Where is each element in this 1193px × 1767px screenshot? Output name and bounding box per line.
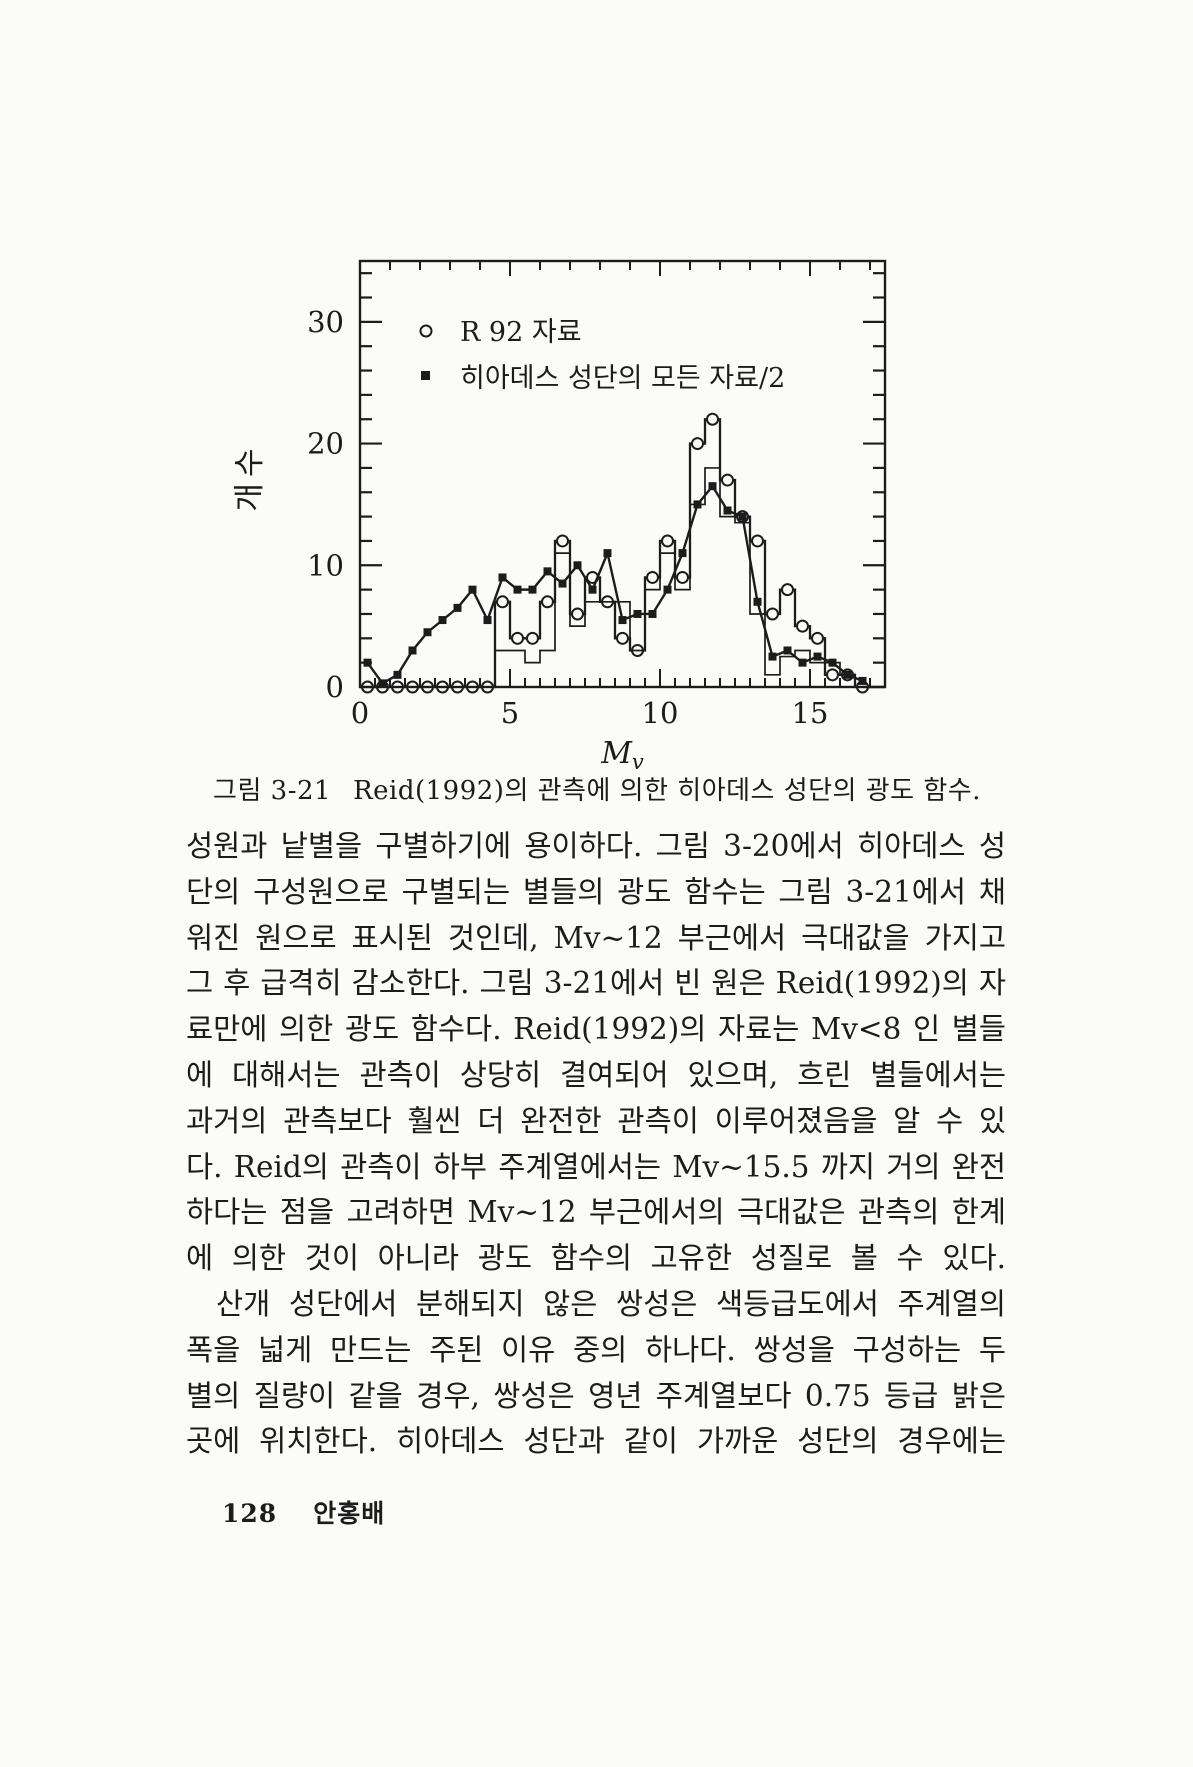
legend-label-r92: R 92 자료 xyxy=(460,317,582,348)
open-circle-marker xyxy=(526,631,539,645)
open-circle-marker xyxy=(811,631,824,645)
y-tick-label: 20 xyxy=(307,427,344,461)
open-circle-marker xyxy=(571,607,584,621)
page-footer: 128 안홍배 xyxy=(222,1494,385,1530)
filled-square-marker xyxy=(768,652,777,661)
open-circle-marker xyxy=(766,607,779,621)
y-axis-label: 개수 xyxy=(232,442,268,511)
open-circle-marker xyxy=(661,534,674,548)
filled-square-marker xyxy=(558,579,567,588)
body-line: 다. Reid의 관측이 하부 주계열에서는 Mv~15.5 까지 거의 완전 xyxy=(186,1149,1006,1184)
open-circle-marker xyxy=(646,570,659,584)
body-line: 그 후 급격히 감소한다. 그림 3-21에서 빈 원은 Reid(1992)의… xyxy=(186,966,1006,1001)
filled-square-marker xyxy=(543,567,552,576)
body-line: 단의 구성원으로 구별되는 별들의 광도 함수는 그림 3-21에서 채 xyxy=(186,874,1006,909)
filled-square-marker xyxy=(648,609,657,618)
filled-square-marker xyxy=(678,549,687,558)
open-circle-marker xyxy=(676,570,689,584)
filled-square-marker xyxy=(423,628,432,637)
x-tick-label: 10 xyxy=(642,696,679,730)
page-number: 128 xyxy=(222,1499,278,1528)
figure-caption-text: Reid(1992)의 관측에 의한 히아데스 성단의 광도 함수. xyxy=(353,776,981,806)
x-tick-label: 15 xyxy=(792,696,829,730)
open-circle-marker xyxy=(751,534,764,548)
legend-open-circle-marker xyxy=(419,324,433,338)
open-circle-marker xyxy=(721,473,734,487)
open-circle-marker xyxy=(691,437,704,451)
filled-square-marker xyxy=(498,573,507,582)
filled-square-marker xyxy=(393,670,402,679)
body-line: 에 대해서는 관측이 상당히 결여되어 있으며, 흐린 별들에서는 xyxy=(186,1057,1006,1092)
y-tick-label: 10 xyxy=(307,548,344,582)
axis-box xyxy=(358,259,887,689)
y-tick-label: 30 xyxy=(307,305,344,339)
open-circle-marker xyxy=(616,631,629,645)
body-line: 별의 질량이 같을 경우, 쌍성은 영년 주계열보다 0.75 등급 밝은 xyxy=(186,1378,1006,1413)
body-line: 하다는 점을 고려하면 Mv~12 부근에서의 극대값은 관측의 한계 xyxy=(186,1195,1006,1230)
y-tick-label: 0 xyxy=(326,670,344,704)
body-text: 성원과 낱별을 구별하기에 용이하다. 그림 3-20에서 히아데스 성 단의 … xyxy=(186,824,1006,1465)
open-circle-marker xyxy=(826,668,839,682)
body-line: 워진 원으로 표시된 것인데, Mv~12 부근에서 극대값을 가지고 xyxy=(186,920,1006,955)
filled-square-marker xyxy=(708,482,717,491)
body-line-paragraph-start: 산개 성단에서 분해되지 않은 쌍성은 색등급도에서 주계열의 xyxy=(216,1286,1006,1321)
open-circle-marker xyxy=(706,412,719,426)
filled-square-marker xyxy=(723,506,732,515)
filled-square-marker xyxy=(618,616,627,625)
body-line: 곳에 위치한다. 히아데스 성단과 같이 가까운 성단의 경우에는 xyxy=(186,1424,1006,1459)
filled-square-marker xyxy=(438,616,447,625)
filled-square-marker xyxy=(753,597,762,606)
figure-caption: 그림 3-21 Reid(1992)의 관측에 의한 히아데스 성단의 광도 함수… xyxy=(185,770,1009,807)
filled-square-marker xyxy=(513,585,522,594)
x-axis-label: Mv xyxy=(600,736,644,774)
filled-square-marker xyxy=(813,652,822,661)
filled-square-marker xyxy=(528,585,537,594)
series-2-histogram-path xyxy=(494,467,885,688)
filled-square-marker xyxy=(738,512,747,521)
legend-label-hyades: 히아데스 성단의 모든 자료/2 xyxy=(460,363,785,394)
filled-square-marker xyxy=(783,646,792,655)
body-line: 성원과 낱별을 구별하기에 용이하다. 그림 3-20에서 히아데스 성 xyxy=(186,829,1006,863)
filled-square-marker xyxy=(603,549,612,558)
legend-filled-square-marker xyxy=(421,371,430,380)
open-circle-marker xyxy=(781,583,794,597)
filled-square-marker xyxy=(573,561,582,570)
filled-square-marker xyxy=(858,676,867,685)
filled-square-marker xyxy=(588,585,597,594)
x-tick-label: 0 xyxy=(351,696,369,730)
open-circle-marker xyxy=(556,534,569,548)
body-line: 폭을 넓게 만드는 주된 이유 중의 하나다. 쌍성을 구성하는 두 xyxy=(186,1332,1006,1367)
filled-square-marker xyxy=(483,616,492,625)
body-line: 에 의한 것이 아니라 광도 함수의 고유한 성질로 볼 수 있다. xyxy=(186,1241,1006,1276)
series-1-line-path xyxy=(366,484,863,685)
series-0-histogram-path xyxy=(360,418,885,689)
figure-caption-label: 그림 3-21 xyxy=(213,776,332,806)
open-circle-marker xyxy=(541,595,554,609)
open-circle-marker xyxy=(796,619,809,633)
filled-square-marker xyxy=(798,658,807,667)
open-circle-marker xyxy=(496,595,509,609)
filled-square-marker xyxy=(408,646,417,655)
footer-author: 안홍배 xyxy=(313,1499,386,1528)
filled-square-marker xyxy=(378,679,387,688)
filled-square-marker xyxy=(633,609,642,618)
body-line: 과거의 관측보다 훨씬 더 완전한 관측이 이루어졌음을 알 수 있 xyxy=(186,1103,1006,1138)
x-tick-label: 5 xyxy=(501,696,519,730)
filled-square-marker xyxy=(453,603,462,612)
open-circle-marker xyxy=(511,631,524,645)
body-line: 료만에 의한 광도 함수다. Reid(1992)의 자료는 Mv<8 인 별들 xyxy=(186,1012,1006,1047)
filled-square-marker xyxy=(663,585,672,594)
filled-square-marker xyxy=(468,585,477,594)
